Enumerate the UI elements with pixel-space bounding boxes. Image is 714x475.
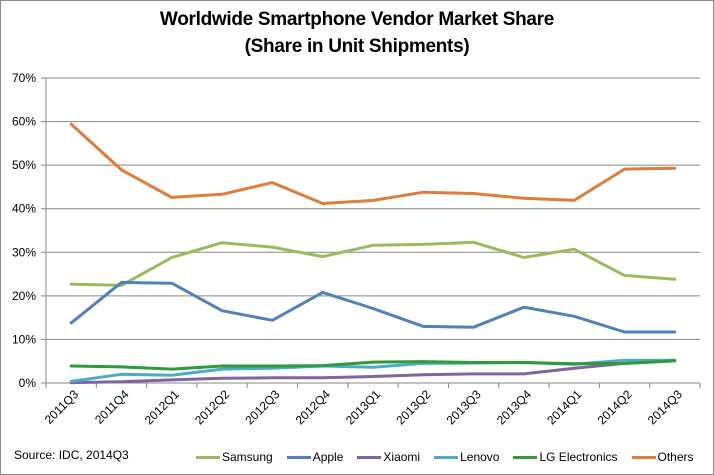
legend: Samsung Apple Xiaomi Lenovo LG Electronics Ot… <box>196 448 708 466</box>
series-line-apple <box>69 280 677 334</box>
legend-label: Lenovo <box>460 450 500 464</box>
series-lines <box>69 122 677 385</box>
x-tick-label: 2011Q3 <box>42 387 82 427</box>
legend-label: Others <box>657 450 694 464</box>
x-tick-label: 2012Q2 <box>192 387 232 427</box>
source-annotation: Source: IDC, 2014Q3 <box>14 448 129 462</box>
plot-area: 0%10%20%30%40%50%60%70% 2011Q3 2011Q4 2012… <box>12 71 701 427</box>
x-tick-label: 2012Q1 <box>142 387 182 427</box>
y-tick-label: 30% <box>12 245 36 259</box>
y-tick-labels: 0% 10% 20% 30% 40% 50% 60% 70% <box>12 71 36 390</box>
legend-swatch <box>196 455 220 459</box>
legend-swatch <box>357 455 382 459</box>
y-tick-label: 50% <box>12 158 36 172</box>
x-tick-label: 2011Q4 <box>92 387 132 427</box>
y-tick-label: 70% <box>12 71 36 85</box>
legend-item: Apple <box>286 450 344 464</box>
legend-item: LG Electronics <box>513 450 618 464</box>
legend-item: Lenovo <box>434 450 499 464</box>
x-tick-label: 2013Q2 <box>393 387 433 427</box>
gridlines <box>46 77 700 340</box>
chart-title: Worldwide Smartphone Vendor Market Share <box>159 9 555 30</box>
x-tick-label: 2014Q3 <box>645 387 685 427</box>
x-tick-label: 2014Q2 <box>595 387 635 427</box>
legend-label: Xiaomi <box>383 450 421 464</box>
y-tick-label: 0% <box>19 376 37 390</box>
legend-swatch <box>631 455 656 459</box>
y-tick-label: 40% <box>12 202 36 216</box>
legend-label: LG Electronics <box>539 450 618 464</box>
x-tick-label: 2013Q3 <box>444 387 484 427</box>
x-tick-label: 2014Q1 <box>544 387 584 427</box>
legend-item: Xiaomi <box>357 450 420 464</box>
y-tick-label: 10% <box>12 332 36 346</box>
x-tick-label: 2013Q1 <box>343 387 383 427</box>
legend-swatch <box>286 455 311 459</box>
legend-item: Others <box>631 450 694 464</box>
legend-item: Samsung <box>196 450 273 464</box>
legend-swatch <box>513 455 538 459</box>
x-tick-labels: 2011Q3 2011Q4 2012Q1 2012Q2 2012Q3 2012Q4 2013… <box>42 387 685 427</box>
series-line-lg-electronics <box>69 359 677 371</box>
x-tick-label: 2012Q4 <box>293 387 333 427</box>
series-line-others <box>69 122 677 205</box>
y-tick-label: 20% <box>12 289 36 303</box>
x-tick-label: 2012Q3 <box>242 387 282 427</box>
axes <box>41 77 701 388</box>
y-tick-label: 60% <box>12 115 36 129</box>
legend-label: Samsung <box>222 450 273 464</box>
chart-subtitle: (Share in Unit Shipments) <box>244 36 470 57</box>
series-line-xiaomi <box>69 359 677 385</box>
legend-label: Apple <box>312 450 344 464</box>
legend-swatch <box>434 455 459 459</box>
x-tick-label: 2013Q4 <box>494 387 534 427</box>
series-line-samsung <box>69 240 677 287</box>
